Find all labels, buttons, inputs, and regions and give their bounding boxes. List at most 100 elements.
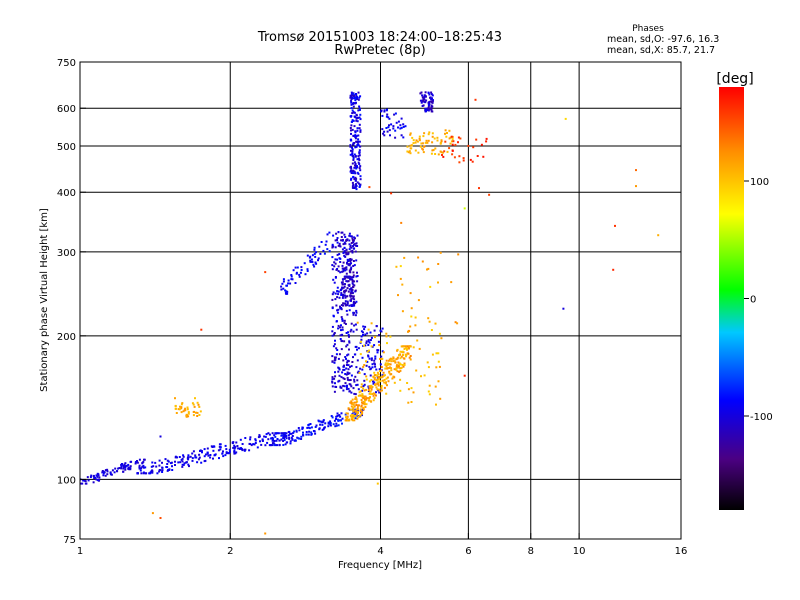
echo-point — [327, 422, 330, 425]
echo-point — [345, 332, 348, 334]
echo-point — [434, 385, 437, 388]
echo-point — [352, 172, 355, 175]
echo-point — [409, 292, 412, 295]
echo-point — [233, 447, 236, 450]
echo-point — [249, 438, 252, 441]
echo-point — [271, 438, 274, 440]
echo-point — [448, 129, 451, 132]
echo-point — [435, 366, 438, 369]
echo-point — [562, 307, 565, 310]
echo-point — [356, 166, 359, 169]
echo-point — [334, 292, 337, 295]
echo-point — [187, 456, 190, 459]
echo-point — [334, 358, 337, 360]
echo-point — [94, 476, 96, 479]
echo-point — [350, 246, 353, 249]
echo-point — [371, 393, 374, 395]
echo-point — [428, 101, 431, 103]
echo-point — [352, 271, 355, 274]
echo-point — [351, 418, 353, 421]
echo-point — [313, 248, 316, 251]
echo-point — [346, 302, 349, 305]
echo-point — [378, 344, 381, 347]
echo-point — [371, 363, 374, 366]
echo-point — [392, 125, 395, 128]
echo-point — [417, 151, 420, 154]
echo-point — [368, 386, 371, 389]
echo-point — [383, 386, 386, 389]
echo-point — [452, 140, 455, 143]
echo-point — [338, 414, 341, 417]
echo-point — [401, 350, 404, 353]
echo-point — [352, 265, 355, 267]
echo-point — [387, 380, 390, 383]
echo-point — [412, 391, 415, 394]
echo-point — [194, 454, 197, 457]
echo-point — [380, 387, 383, 389]
echo-point — [462, 159, 465, 162]
echo-point — [353, 304, 356, 307]
echo-point — [345, 272, 348, 275]
echo-point — [347, 290, 350, 293]
echo-point — [459, 137, 462, 140]
echo-point — [368, 341, 371, 344]
echo-point — [355, 96, 358, 99]
echo-point — [345, 280, 348, 283]
x-tick-label: 16 — [675, 546, 688, 557]
echo-point — [203, 455, 206, 458]
echo-point — [360, 386, 363, 388]
echo-point — [352, 105, 355, 108]
echo-point — [331, 246, 334, 249]
echo-point — [420, 142, 423, 145]
echo-point — [361, 410, 364, 413]
echo-point — [394, 361, 397, 364]
echo-point — [341, 340, 344, 343]
echo-point — [405, 345, 408, 348]
echo-point — [300, 266, 303, 269]
echo-point — [480, 143, 483, 146]
echo-point — [423, 374, 426, 377]
echo-point — [351, 153, 354, 156]
echo-point — [381, 114, 384, 117]
echo-point — [343, 364, 345, 367]
echo-point — [390, 367, 393, 370]
echo-point — [349, 145, 352, 148]
echo-point — [269, 444, 272, 447]
echo-point — [174, 460, 176, 463]
echo-point — [367, 339, 370, 342]
echo-point — [343, 385, 346, 388]
echo-point — [342, 286, 345, 289]
echo-point — [199, 450, 201, 452]
echo-point — [101, 471, 104, 474]
echo-point — [355, 408, 358, 411]
echo-point — [352, 276, 355, 278]
echo-point — [379, 370, 381, 373]
echo-point — [370, 359, 373, 362]
echo-point — [81, 482, 84, 485]
echo-point — [635, 185, 637, 188]
echo-point — [427, 133, 430, 136]
echo-point — [368, 385, 371, 388]
echo-point — [356, 406, 359, 409]
echo-point — [403, 363, 406, 366]
echo-point — [206, 447, 209, 450]
echo-point — [358, 154, 361, 157]
echo-point — [438, 365, 441, 368]
echo-point — [337, 293, 340, 296]
echo-point — [271, 432, 274, 435]
echo-point — [276, 444, 279, 447]
echo-point — [362, 325, 365, 328]
echo-point — [407, 388, 410, 391]
echo-point — [171, 465, 173, 468]
echo-point — [351, 186, 354, 189]
echo-point — [373, 329, 376, 332]
echo-point — [342, 377, 345, 380]
echo-point — [335, 268, 338, 271]
echo-point — [186, 414, 188, 417]
echo-point — [345, 304, 348, 307]
echo-point — [338, 257, 341, 260]
echo-point — [423, 94, 426, 97]
echo-point — [406, 347, 409, 350]
echo-point — [357, 91, 360, 94]
echo-point — [236, 445, 239, 447]
